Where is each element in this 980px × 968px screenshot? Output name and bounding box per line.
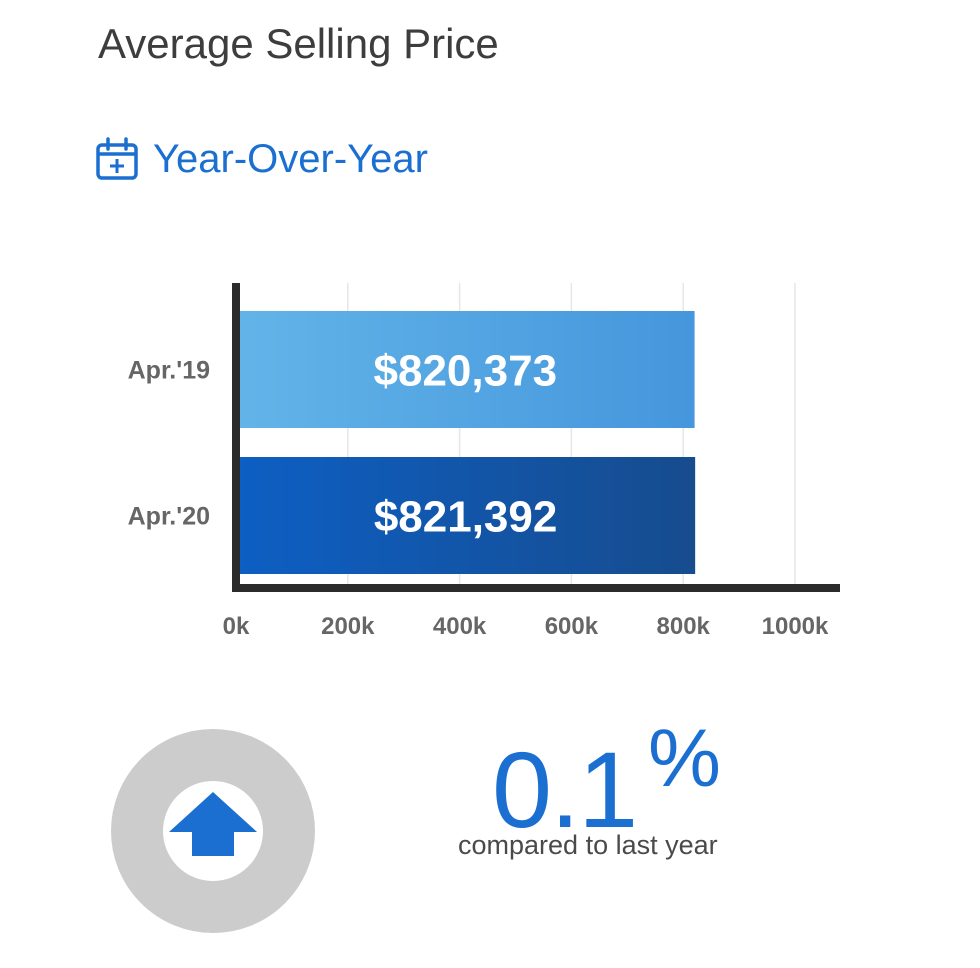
x-tick-label: 800k bbox=[657, 613, 711, 640]
arrow-up-icon bbox=[169, 792, 257, 856]
donut-ring bbox=[111, 729, 315, 933]
trend-indicator bbox=[110, 728, 316, 939]
period-label: Year-Over-Year bbox=[153, 136, 428, 181]
calendar-plus-icon bbox=[95, 136, 139, 182]
x-tick-label: 0k bbox=[223, 613, 250, 640]
bar-data-label: $821,392 bbox=[374, 493, 558, 542]
x-tick-label: 400k bbox=[433, 613, 487, 640]
period-selector[interactable]: Year-Over-Year bbox=[95, 136, 428, 182]
change-value: 0.1 bbox=[492, 729, 638, 850]
x-tick-label: 200k bbox=[321, 613, 375, 640]
category-label: Apr.'20 bbox=[128, 503, 210, 531]
x-tick-label: 1000k bbox=[762, 613, 829, 640]
bar-data-label: $820,373 bbox=[374, 347, 558, 396]
change-summary: 0.1 % compared to last year bbox=[440, 713, 760, 870]
average-price-bar-chart: $820,373 Apr.'19 $821,392 Apr.'20 0k 200k 400k… bbox=[128, 283, 840, 641]
page-title: Average Selling Price bbox=[98, 20, 499, 67]
x-tick-label: 600k bbox=[545, 613, 599, 640]
bar-2 bbox=[236, 457, 696, 574]
chart-bars bbox=[236, 311, 696, 574]
chart-axes bbox=[232, 283, 840, 592]
category-label: Apr.'19 bbox=[128, 357, 210, 385]
bar-1 bbox=[236, 311, 695, 428]
change-unit: % bbox=[648, 713, 721, 804]
change-caption: compared to last year bbox=[458, 830, 718, 860]
chart-labels: $820,373 Apr.'19 $821,392 Apr.'20 0k 200k 400k… bbox=[128, 347, 829, 641]
